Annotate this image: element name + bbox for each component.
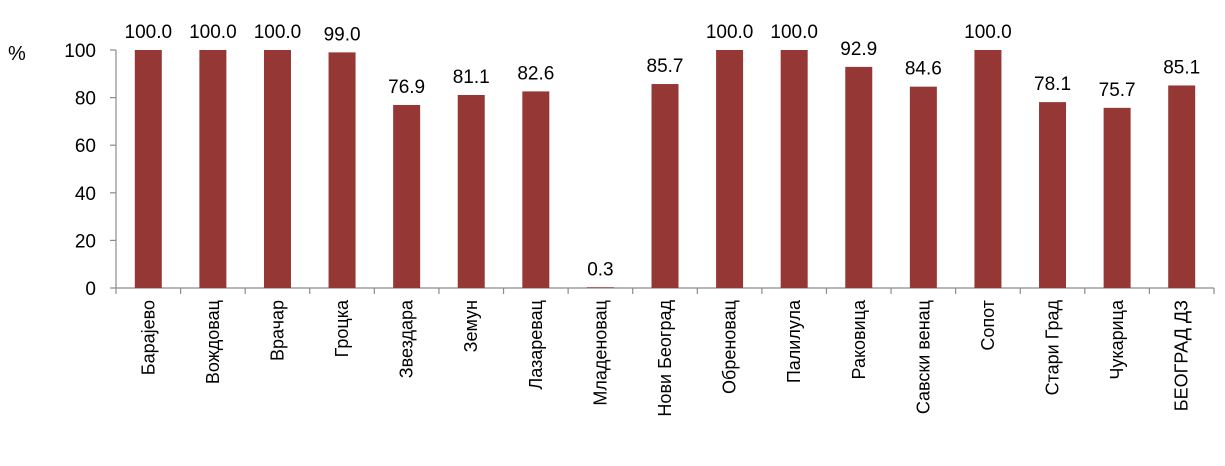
- bar: [393, 104, 421, 288]
- bar: [974, 50, 1002, 288]
- y-tick-label: 100: [64, 41, 96, 62]
- category-label: Лазаревац: [526, 300, 546, 390]
- category-label: Чукарица: [1107, 299, 1127, 380]
- category-label: Гроцка: [332, 299, 352, 357]
- bar: [199, 50, 227, 288]
- data-label: 75.7: [1099, 80, 1136, 101]
- category-label: Врачар: [267, 300, 287, 361]
- bar: [586, 287, 614, 288]
- bar: [651, 84, 679, 288]
- bar: [716, 50, 744, 288]
- bar: [845, 66, 873, 288]
- data-label: 0.3: [587, 259, 613, 280]
- y-tick-label: 0: [85, 279, 96, 300]
- y-tick-label: 20: [75, 231, 96, 252]
- bar: [1168, 85, 1196, 288]
- category-label: Палилула: [784, 299, 804, 383]
- bar: [1039, 102, 1067, 288]
- data-label: 78.1: [1034, 74, 1071, 95]
- bars: [134, 50, 1196, 289]
- bar: [263, 50, 291, 288]
- data-label: 100.0: [189, 22, 237, 43]
- data-label: 82.6: [517, 63, 554, 84]
- category-label: Обреновац: [720, 300, 740, 394]
- y-unit-label: %: [8, 43, 26, 65]
- x-axis: [115, 287, 1215, 294]
- y-axis: 0 20 40 60 80 100: [64, 41, 117, 300]
- category-label: Звездара: [397, 299, 417, 378]
- bar: [134, 50, 162, 288]
- data-label: 85.7: [647, 56, 684, 77]
- bar: [328, 52, 356, 288]
- category-label: БЕОГРАД ДЗ: [1172, 300, 1192, 411]
- bar: [457, 94, 485, 289]
- bar: [780, 50, 808, 288]
- data-label: 99.0: [324, 24, 361, 45]
- data-label: 100.0: [125, 22, 173, 43]
- data-label: 81.1: [453, 67, 490, 88]
- data-labels: 100.0 100.0 100.0 99.0 76.9 81.1 82.6 0.3 85.7 10…: [125, 22, 1201, 280]
- category-label: Сопот: [978, 300, 998, 351]
- data-label: 85.1: [1163, 57, 1200, 78]
- y-tick-label: 60: [75, 136, 96, 157]
- y-tick-label: 80: [75, 89, 96, 110]
- category-label: Савски венац: [913, 300, 933, 414]
- bar: [522, 91, 550, 288]
- data-label: 76.9: [388, 77, 425, 98]
- data-label: 100.0: [770, 22, 818, 43]
- category-label: Вождовац: [203, 300, 223, 384]
- data-label: 92.9: [840, 39, 877, 60]
- category-label: Нови Београд: [655, 300, 675, 417]
- y-tick-label: 40: [75, 184, 96, 205]
- data-label: 100.0: [706, 22, 754, 43]
- category-label: Раковица: [849, 299, 869, 379]
- category-label: Младеновац: [590, 300, 610, 406]
- data-label: 84.6: [905, 59, 942, 80]
- category-labels: Барајево Вождовац Врачар Гроцка Звездара Зему…: [138, 299, 1191, 417]
- category-label: Барајево: [138, 300, 158, 375]
- category-label: Земун: [461, 300, 481, 352]
- category-label: Стари Град: [1043, 300, 1063, 396]
- data-label: 100.0: [964, 22, 1012, 43]
- bar: [1103, 107, 1131, 288]
- bar: [909, 86, 937, 288]
- data-label: 100.0: [254, 22, 302, 43]
